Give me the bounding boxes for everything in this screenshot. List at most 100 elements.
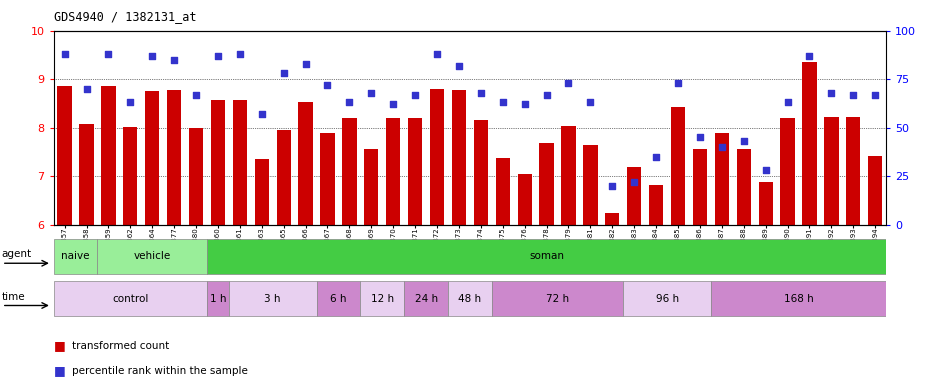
- Bar: [496, 158, 510, 225]
- Bar: [539, 143, 554, 225]
- Text: GDS4940 / 1382131_at: GDS4940 / 1382131_at: [54, 10, 196, 23]
- Bar: [868, 156, 882, 225]
- Point: [605, 183, 620, 189]
- Point: [166, 57, 181, 63]
- Point: [845, 92, 860, 98]
- Text: 3 h: 3 h: [265, 293, 281, 304]
- Bar: [320, 132, 335, 225]
- Point: [868, 92, 882, 98]
- Bar: [207, 239, 886, 274]
- Bar: [623, 281, 711, 316]
- Bar: [189, 128, 204, 225]
- Text: agent: agent: [2, 250, 32, 260]
- Bar: [123, 127, 138, 225]
- Point: [123, 99, 138, 106]
- Bar: [627, 167, 641, 225]
- Point: [211, 53, 226, 59]
- Point: [298, 61, 313, 67]
- Point: [80, 86, 94, 92]
- Text: transformed count: transformed count: [72, 341, 169, 351]
- Bar: [736, 149, 751, 225]
- Point: [802, 53, 817, 59]
- Point: [342, 99, 357, 106]
- Bar: [254, 159, 269, 225]
- Bar: [299, 103, 313, 225]
- Bar: [781, 118, 795, 225]
- Text: 6 h: 6 h: [330, 293, 347, 304]
- Bar: [584, 145, 598, 225]
- Point: [320, 82, 335, 88]
- Text: control: control: [112, 293, 149, 304]
- Bar: [97, 239, 207, 274]
- Point: [561, 80, 576, 86]
- Point: [57, 51, 72, 57]
- Text: 48 h: 48 h: [459, 293, 481, 304]
- Text: ■: ■: [54, 339, 66, 352]
- Point: [364, 90, 378, 96]
- Point: [824, 90, 839, 96]
- Text: naive: naive: [61, 251, 90, 262]
- Point: [627, 179, 642, 185]
- Point: [736, 138, 751, 144]
- Point: [408, 92, 423, 98]
- Text: ■: ■: [54, 364, 66, 377]
- Bar: [102, 86, 116, 225]
- Point: [648, 154, 663, 160]
- Point: [758, 167, 773, 174]
- Point: [517, 101, 532, 108]
- Point: [429, 51, 444, 57]
- Bar: [758, 182, 772, 225]
- Point: [189, 92, 204, 98]
- Bar: [846, 117, 860, 225]
- Text: 72 h: 72 h: [546, 293, 569, 304]
- Bar: [451, 90, 466, 225]
- Point: [474, 90, 488, 96]
- Text: 12 h: 12 h: [371, 293, 394, 304]
- Bar: [80, 124, 93, 225]
- Point: [496, 99, 511, 106]
- Point: [277, 70, 291, 76]
- Point: [145, 53, 160, 59]
- Bar: [474, 121, 488, 225]
- Bar: [228, 281, 316, 316]
- Point: [714, 144, 729, 150]
- Bar: [715, 134, 729, 225]
- Bar: [448, 281, 492, 316]
- Point: [671, 80, 685, 86]
- Bar: [207, 281, 228, 316]
- Text: 1 h: 1 h: [210, 293, 227, 304]
- Point: [254, 111, 269, 117]
- Point: [451, 63, 466, 69]
- Bar: [561, 126, 575, 225]
- Bar: [57, 86, 72, 225]
- Bar: [277, 130, 290, 225]
- Bar: [211, 100, 225, 225]
- Bar: [649, 185, 663, 225]
- Text: 96 h: 96 h: [656, 293, 679, 304]
- Bar: [233, 100, 247, 225]
- Point: [539, 92, 554, 98]
- Text: 24 h: 24 h: [414, 293, 438, 304]
- Bar: [693, 149, 707, 225]
- Bar: [386, 118, 401, 225]
- Bar: [711, 281, 886, 316]
- Bar: [518, 174, 532, 225]
- Bar: [408, 118, 422, 225]
- Bar: [316, 281, 361, 316]
- Point: [583, 99, 598, 106]
- Point: [386, 101, 401, 108]
- Bar: [54, 281, 207, 316]
- Bar: [430, 89, 444, 225]
- Bar: [145, 91, 159, 225]
- Bar: [361, 281, 404, 316]
- Bar: [54, 239, 97, 274]
- Point: [780, 99, 795, 106]
- Bar: [364, 149, 378, 225]
- Text: vehicle: vehicle: [133, 251, 171, 262]
- Bar: [605, 212, 620, 225]
- Bar: [167, 90, 181, 225]
- Point: [232, 51, 247, 57]
- Bar: [824, 117, 838, 225]
- Text: soman: soman: [529, 251, 564, 262]
- Bar: [671, 107, 685, 225]
